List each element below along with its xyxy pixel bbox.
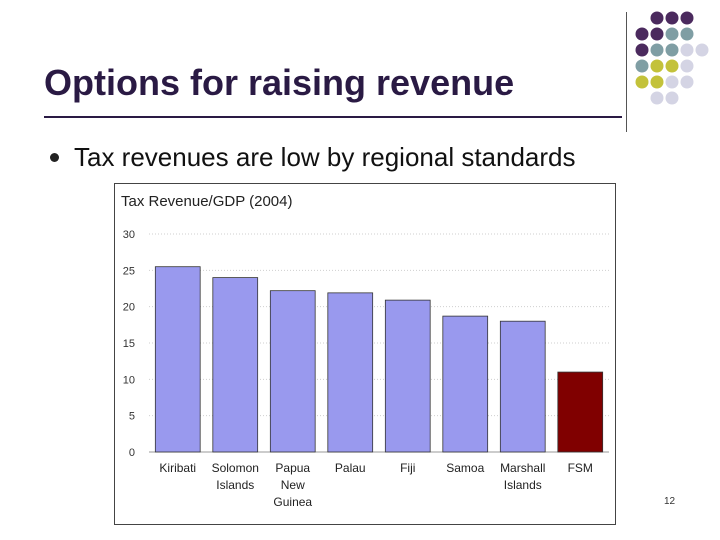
x-tick-label: Fiji: [400, 461, 415, 475]
bullet-icon: [50, 153, 59, 162]
y-tick-label: 20: [123, 302, 135, 314]
bullet-text: Tax revenues are low by regional standar…: [74, 142, 576, 172]
bar-chart: Tax Revenue/GDP (2004) 0 5 10 15 20 25 30 Kirib…: [121, 193, 609, 509]
decor-dot: [680, 59, 694, 73]
decor-dot: [635, 59, 649, 73]
decor-dot: [650, 43, 664, 57]
y-tick-label: 5: [129, 411, 135, 423]
bar-papua-new-guinea: [269, 290, 316, 453]
decor-divider: [626, 12, 627, 132]
decor-dot: [650, 91, 664, 105]
x-tick-label: Kiribati: [159, 461, 196, 475]
decor-dot: [635, 43, 649, 57]
x-tick-label: Solomon Islands: [212, 461, 259, 492]
bar-fsm: [557, 371, 604, 453]
decor-dot: [635, 75, 649, 89]
decor-dot: [680, 75, 694, 89]
decor-dot: [680, 11, 694, 25]
chart-title: Tax Revenue/GDP (2004): [121, 193, 292, 210]
decor-dot: [665, 43, 679, 57]
bar-kiribati: [154, 266, 201, 453]
y-tick-label: 15: [123, 338, 135, 350]
decor-dot: [665, 27, 679, 41]
title-underline: [44, 116, 622, 118]
x-tick-label: Palau: [335, 461, 366, 475]
decor-dot: [680, 43, 694, 57]
decor-dot: [695, 43, 709, 57]
x-tick-label: FSM: [568, 461, 593, 475]
y-tick-label: 30: [123, 229, 135, 241]
bar-samoa: [442, 315, 489, 453]
bar-solomon-islands: [212, 277, 259, 453]
x-tick-label: Papua New Guinea: [273, 461, 312, 509]
decor-dot: [650, 27, 664, 41]
bar-marshall-islands: [499, 320, 546, 453]
y-tick-label: 10: [123, 374, 135, 386]
slide-number: 12: [664, 496, 676, 507]
y-tick-label: 0: [129, 447, 135, 459]
decor-dot: [680, 27, 694, 41]
decor-dot: [665, 11, 679, 25]
slide-title: Options for raising revenue: [44, 62, 515, 103]
decorative-dot-grid: [635, 11, 709, 105]
decor-dot: [635, 27, 649, 41]
y-tick-label: 25: [123, 265, 135, 277]
chart-container: Tax Revenue/GDP (2004) 0 5 10 15 20 25 30 Kirib…: [114, 183, 616, 525]
decor-dot: [665, 59, 679, 73]
bar-fiji: [384, 299, 431, 453]
decor-dot: [650, 11, 664, 25]
decor-dot: [650, 75, 664, 89]
bar-palau: [327, 292, 374, 453]
decor-dot: [650, 59, 664, 73]
decor-dot: [665, 75, 679, 89]
x-tick-label: Marshall Islands: [500, 461, 545, 492]
decor-dot: [665, 91, 679, 105]
x-tick-label: Samoa: [446, 461, 484, 475]
